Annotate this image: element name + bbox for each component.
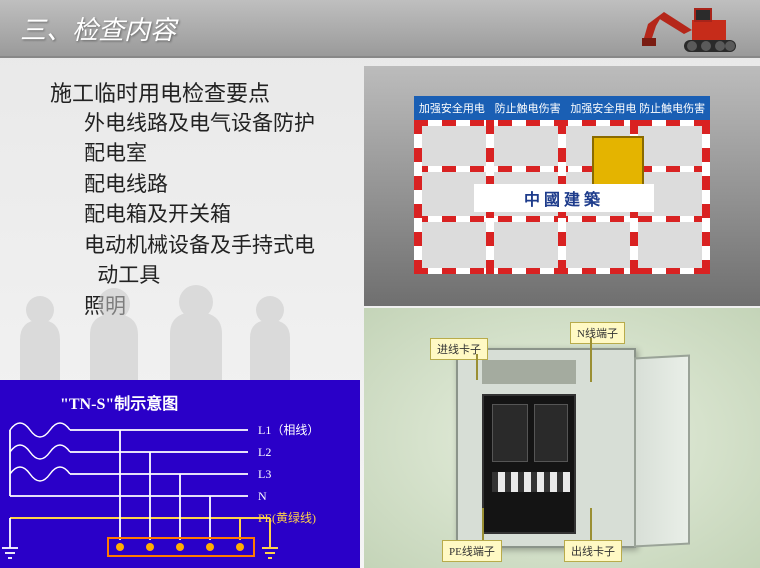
electrical-box-image: 进线卡子 N线端子 PE线端子 出线卡子 — [364, 308, 760, 568]
list-item: 配电室 — [84, 138, 315, 168]
ebox-top-bar — [482, 360, 576, 384]
cage-center-label: 中國建築 — [474, 184, 654, 212]
list-item: 配电线路 — [84, 169, 315, 199]
cage-banner: 加强安全用电 防止触电伤害 加强安全用电 防止触电伤害 — [414, 96, 710, 120]
excavator-icon — [634, 0, 754, 64]
cage-post — [414, 120, 422, 274]
tns-n-label: N — [258, 489, 267, 503]
callout-line — [482, 508, 484, 540]
callout-in: 进线卡子 — [430, 338, 488, 360]
banner-text: 防止触电伤害 — [495, 100, 561, 116]
ebox-door — [634, 355, 690, 548]
tns-l2-label: L2 — [258, 445, 271, 459]
banner-text: 加强安全用电 防止触电伤害 — [570, 100, 705, 116]
callout-line — [590, 338, 592, 382]
ebox-switches — [492, 472, 570, 492]
callout-line — [590, 508, 592, 540]
ebox-panel — [482, 394, 576, 534]
banner-text: 加强安全用电 — [419, 100, 485, 116]
tns-diagram: "TN-S"制示意图 — [0, 380, 360, 568]
list-item: 外电线路及电气设备防护 — [84, 108, 315, 138]
ebox-module — [534, 404, 568, 462]
callout-out: 出线卡子 — [564, 540, 622, 562]
ebox-module — [492, 404, 528, 462]
slide-title: 三、检查内容 — [20, 10, 176, 47]
cage-post — [702, 120, 710, 274]
tns-svg: L1（相线） L2 L3 N PE(黄绿线) — [0, 380, 360, 568]
tns-l1-label: L1（相线） — [258, 423, 319, 437]
callout-n: N线端子 — [570, 322, 625, 344]
silhouette-workers-icon — [0, 280, 360, 390]
safety-cage-image: 加强安全用电 防止触电伤害 加强安全用电 防止触电伤害 中國建築 — [364, 66, 760, 306]
callout-line — [476, 354, 478, 380]
slide: 三、检查内容 施工临时用电检查要点 外电线路及电气设备防护 配电室 配电线路 配… — [0, 0, 760, 568]
content-heading: 施工临时用电检查要点 — [50, 76, 270, 108]
list-item: 电动机械设备及手持式电 — [84, 230, 315, 260]
tns-pe-label: PE(黄绿线) — [258, 510, 316, 525]
tns-l3-label: L3 — [258, 467, 271, 481]
list-item: 配电箱及开关箱 — [84, 199, 315, 229]
callout-pe: PE线端子 — [442, 540, 502, 562]
